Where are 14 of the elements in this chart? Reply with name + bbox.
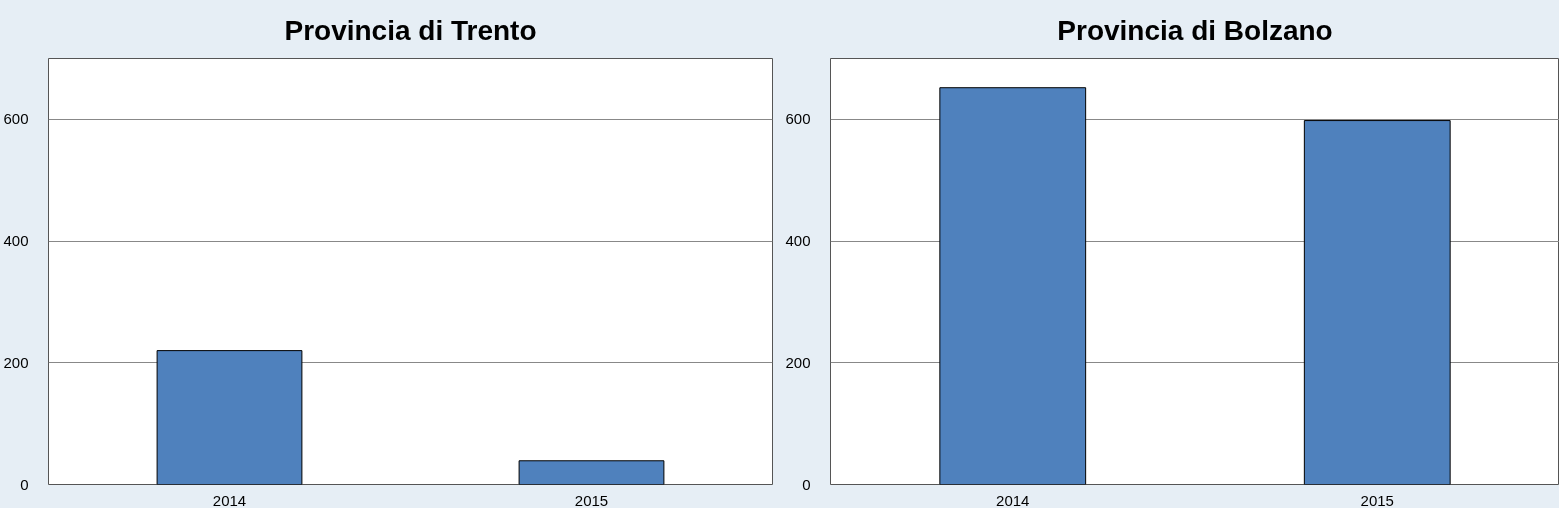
y-tick-label: 200 (785, 353, 811, 371)
x-tick-label: 2014 (212, 491, 247, 508)
chart-title: Provincia di Trento (284, 15, 537, 46)
y-tick-label: 600 (3, 110, 29, 128)
y-tick-label: 600 (785, 110, 811, 128)
y-tick-label: 0 (802, 475, 811, 493)
x-tick-label: 2015 (1360, 491, 1394, 508)
y-tick-label: 400 (3, 232, 29, 250)
y-tick-label: 200 (3, 353, 29, 371)
y-tick-label: 400 (785, 232, 811, 250)
y-tick-label: 0 (20, 475, 29, 493)
chart-title: Provincia di Bolzano (1057, 15, 1333, 46)
x-tick-label: 2015 (574, 491, 609, 508)
x-tick-label: 2014 (996, 491, 1030, 508)
